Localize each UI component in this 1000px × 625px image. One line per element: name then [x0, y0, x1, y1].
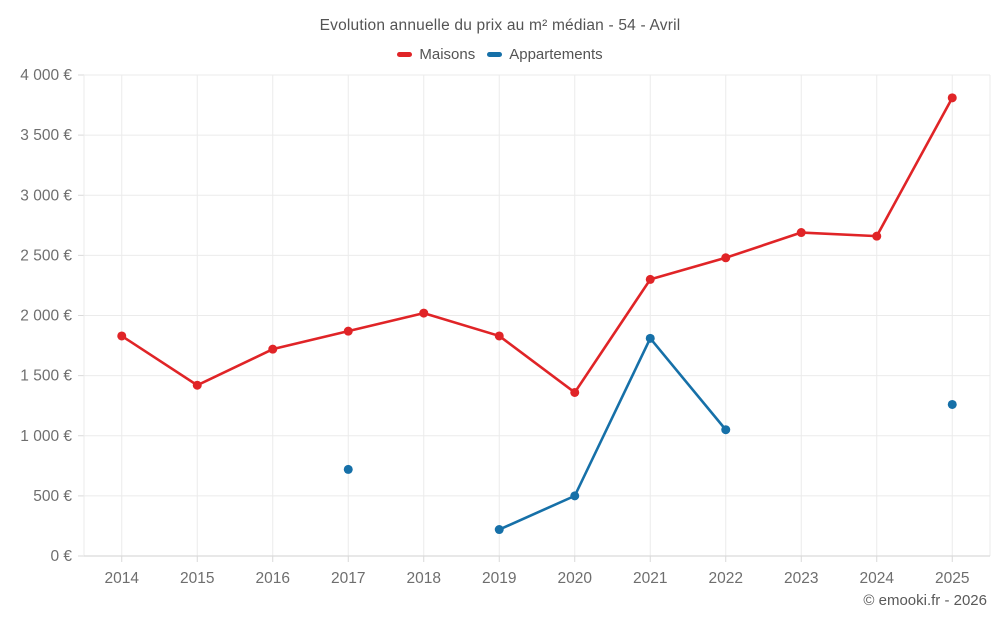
y-tick-label: 4 000 € — [20, 67, 72, 84]
x-tick-label: 2020 — [558, 570, 593, 587]
chart-legend: Maisons Appartements — [0, 46, 1000, 63]
y-tick-label: 500 € — [33, 488, 72, 505]
y-tick-label: 3 000 € — [20, 187, 72, 204]
x-tick-label: 2023 — [784, 570, 818, 587]
data-point-maisons-2019[interactable] — [494, 331, 504, 341]
y-tick-label: 1 500 € — [20, 368, 72, 385]
data-point-appartements-2017[interactable] — [343, 464, 353, 474]
x-tick-label: 2019 — [482, 570, 516, 587]
data-point-maisons-2018[interactable] — [419, 308, 429, 318]
data-point-appartements-2020[interactable] — [570, 491, 580, 501]
legend-swatch-maisons-icon — [397, 52, 413, 57]
x-tick-label: 2024 — [860, 570, 895, 587]
series-line-appartements — [497, 337, 728, 531]
legend-swatch-appartements-icon — [487, 52, 503, 57]
y-tick-label: 0 € — [50, 548, 72, 565]
legend-item-maisons[interactable]: Maisons — [397, 46, 475, 63]
copyright-text: © emooki.fr - 2026 — [863, 592, 987, 609]
y-tick-label: 2 500 € — [20, 247, 72, 264]
data-point-appartements-2019[interactable] — [494, 525, 504, 535]
y-tick-label: 1 000 € — [20, 428, 72, 445]
data-point-maisons-2015[interactable] — [192, 380, 202, 390]
data-point-maisons-2022[interactable] — [721, 253, 731, 263]
x-tick-label: 2015 — [180, 570, 214, 587]
y-tick-label: 3 500 € — [20, 127, 72, 144]
legend-label-maisons: Maisons — [419, 46, 476, 63]
x-tick-label: 2022 — [709, 570, 743, 587]
data-point-maisons-2023[interactable] — [796, 228, 806, 238]
data-point-maisons-2025[interactable] — [947, 93, 957, 103]
data-point-maisons-2024[interactable] — [872, 231, 882, 241]
data-point-appartements-2021[interactable] — [645, 333, 655, 343]
data-point-appartements-2022[interactable] — [721, 425, 731, 435]
data-point-maisons-2017[interactable] — [343, 326, 353, 336]
x-tick-label: 2017 — [331, 570, 365, 587]
chart-title: Evolution annuelle du prix au m² médian … — [319, 17, 681, 34]
data-point-appartements-2025[interactable] — [947, 399, 957, 409]
x-tick-label: 2025 — [935, 570, 969, 587]
x-tick-label: 2021 — [633, 570, 667, 587]
data-point-maisons-2021[interactable] — [645, 274, 655, 284]
legend-label-appartements: Appartements — [509, 46, 603, 63]
x-tick-label: 2016 — [256, 570, 290, 587]
data-point-maisons-2014[interactable] — [117, 331, 127, 341]
y-tick-label: 2 000 € — [20, 308, 72, 325]
x-tick-label: 2018 — [407, 570, 441, 587]
series-line-maisons — [120, 96, 954, 394]
x-tick-label: 2014 — [105, 570, 140, 587]
data-point-maisons-2020[interactable] — [570, 387, 580, 397]
data-point-maisons-2016[interactable] — [268, 344, 278, 354]
legend-item-appartements[interactable]: Appartements — [487, 46, 603, 63]
